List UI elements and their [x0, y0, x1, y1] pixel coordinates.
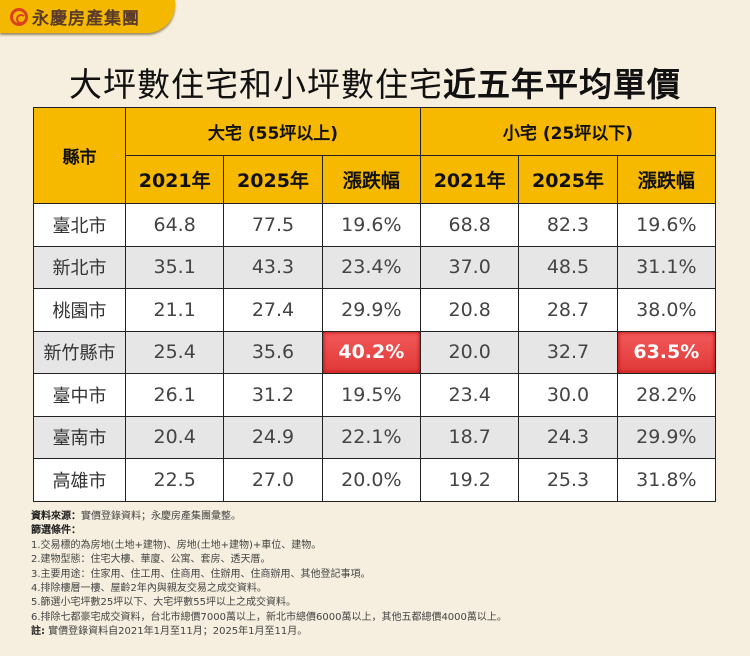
table-row: 高雄市 22.5 27.0 20.0% 19.2 25.3 31.8%: [33, 458, 717, 502]
table-row: 桃園市 21.1 27.4 29.9% 20.8 28.7 38.0%: [33, 288, 717, 332]
price-cell: 20.8: [419, 288, 520, 332]
col-header: 2025年: [223, 155, 323, 204]
city-header: 縣市: [33, 107, 126, 204]
city-cell: 臺中市: [33, 373, 126, 417]
change-cell: 63.5%: [616, 330, 717, 374]
note-item: 2.建物型態：住宅大樓、華廈、公寓、套房、透天厝。: [31, 554, 271, 566]
city-cell: 臺南市: [33, 415, 126, 459]
price-table: 縣市 大宅 (55坪以上) 小宅 (25坪以下) 2021年 2025年 漲跌幅…: [33, 107, 717, 502]
group-header-large: 大宅 (55坪以上): [125, 107, 421, 156]
price-cell: 20.0: [419, 330, 520, 374]
price-cell: 27.0: [223, 458, 323, 502]
price-cell: 37.0: [419, 245, 520, 289]
change-cell: 28.2%: [616, 373, 717, 417]
group-header-small: 小宅 (25坪以下): [419, 107, 717, 156]
brand-name: 永慶房產集團: [32, 9, 140, 29]
price-cell: 24.9: [223, 415, 323, 459]
note-item: 6.排除七都豪宅成交資料，台北市總價7000萬以上，新北市總價6000萬以上，其…: [31, 611, 507, 623]
city-cell: 臺北市: [33, 203, 126, 247]
city-cell: 高雄市: [33, 458, 126, 502]
price-cell: 28.7: [518, 288, 618, 332]
col-header: 2021年: [124, 155, 225, 204]
price-cell: 26.1: [124, 373, 225, 417]
note-item: 3.主要用途：住家用、住工用、住商用、住辦用、住商辦用、其他登記事項。: [31, 568, 371, 580]
change-cell: 22.1%: [321, 415, 421, 459]
price-cell: 27.4: [223, 288, 323, 332]
table-row: 臺中市 26.1 31.2 19.5% 23.4 30.0 28.2%: [33, 373, 717, 417]
note-label: 註:: [31, 626, 45, 638]
col-header: 2025年: [518, 155, 618, 204]
change-cell: 19.6%: [321, 203, 421, 247]
change-cell: 29.9%: [616, 415, 717, 459]
note-item: 4.排除樓層一樓、屋齡2年內與親友交易之成交資料。: [31, 583, 267, 595]
city-cell: 桃園市: [33, 288, 126, 332]
page-title: 大坪數住宅和小坪數住宅近五年平均單價: [0, 58, 750, 106]
table-row: 臺南市 20.4 24.9 22.1% 18.7 24.3 29.9%: [33, 415, 717, 459]
price-cell: 18.7: [419, 415, 520, 459]
price-cell: 30.0: [518, 373, 618, 417]
price-cell: 82.3: [518, 203, 618, 247]
price-cell: 64.8: [124, 203, 225, 247]
col-header: 2021年: [419, 155, 520, 204]
col-header: 漲跌幅: [321, 155, 421, 204]
note-text: 實價登錄資料自2021年1月至11月；2025年1月至11月。: [45, 626, 308, 638]
price-cell: 19.2: [419, 458, 520, 502]
price-cell: 31.2: [223, 373, 323, 417]
brand-logo: 永慶房產集團: [0, 0, 175, 33]
change-cell: 40.2%: [321, 330, 421, 374]
price-cell: 25.4: [124, 330, 225, 374]
price-cell: 23.4: [419, 373, 520, 417]
title-part1: 大坪數住宅和小坪數住宅: [69, 65, 443, 104]
price-cell: 77.5: [223, 203, 323, 247]
change-cell: 19.5%: [321, 373, 421, 417]
source-text: 實價登錄資料；永慶房產集團彙整。: [81, 511, 241, 522]
change-cell: 19.6%: [616, 203, 717, 247]
table-row: 臺北市 64.8 77.5 19.6% 68.8 82.3 19.6%: [33, 203, 717, 247]
price-cell: 35.6: [223, 330, 323, 374]
city-cell: 新竹縣市: [33, 330, 126, 374]
price-cell: 68.8: [419, 203, 520, 247]
price-cell: 43.3: [223, 245, 323, 289]
change-cell: 20.0%: [321, 458, 421, 502]
change-cell: 23.4%: [321, 245, 421, 289]
note-item: 1.交易標的為房地(土地+建物)、房地(土地+建物)+車位、建物。: [31, 539, 322, 551]
price-cell: 48.5: [518, 245, 618, 289]
col-header: 漲跌幅: [616, 155, 717, 204]
price-cell: 24.3: [518, 415, 618, 459]
source-label: 資料來源：: [31, 511, 81, 522]
price-cell: 20.4: [124, 415, 225, 459]
title-part2: 近五年平均單價: [443, 65, 681, 104]
price-cell: 25.3: [518, 458, 618, 502]
change-cell: 31.8%: [616, 458, 717, 502]
change-cell: 31.1%: [616, 245, 717, 289]
logo-icon: [10, 7, 28, 26]
price-cell: 32.7: [518, 330, 618, 374]
notes: 資料來源：實價登錄資料；永慶房產集團彙整。 篩選條件： 1.交易標的為房地(土地…: [31, 510, 507, 640]
table-row: 新竹縣市 25.4 35.6 40.2% 20.0 32.7 63.5%: [33, 330, 717, 374]
city-cell: 新北市: [33, 245, 126, 289]
price-cell: 21.1: [124, 288, 225, 332]
table-row: 新北市 35.1 43.3 23.4% 37.0 48.5 31.1%: [33, 245, 717, 289]
price-cell: 22.5: [124, 458, 225, 502]
price-cell: 35.1: [124, 245, 225, 289]
filter-label: 篩選條件：: [31, 525, 81, 537]
change-cell: 29.9%: [321, 288, 421, 332]
change-cell: 38.0%: [616, 288, 717, 332]
note-item: 5.篩選小宅坪數25坪以下、大宅坪數55坪以上之成交資料。: [31, 597, 296, 609]
